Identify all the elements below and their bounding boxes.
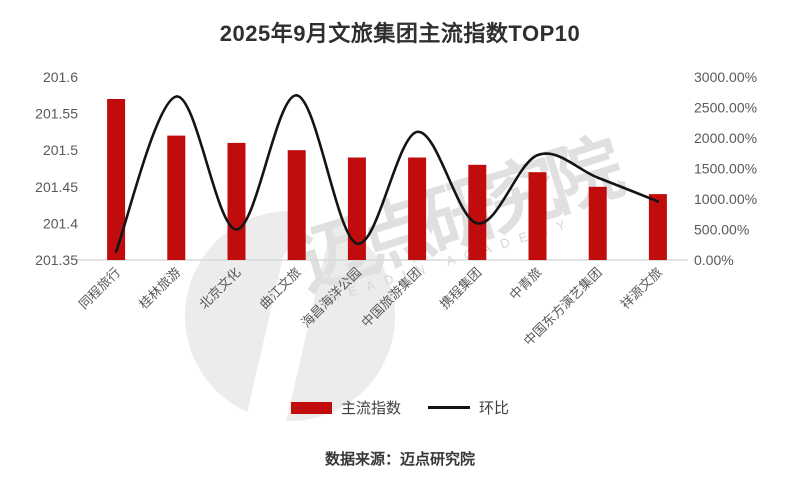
legend-line-swatch-icon <box>428 406 470 409</box>
legend-line-label: 环比 <box>479 400 510 417</box>
bar <box>107 99 126 260</box>
bar <box>468 164 487 260</box>
bar <box>227 142 246 260</box>
category-label: 中青旅 <box>506 265 544 303</box>
left-axis-tick-label: 201.35 <box>35 252 78 268</box>
chart-title: 2025年9月文旅集团主流指数TOP10 <box>219 21 581 46</box>
category-label: 桂林旅游 <box>136 265 183 312</box>
right-axis-tick-label: 2500.00% <box>694 100 757 116</box>
category-label: 同程旅行 <box>76 265 123 312</box>
bar <box>408 157 427 260</box>
line-series <box>114 94 660 253</box>
bar <box>287 150 306 260</box>
right-axis-tick-label: 2000.00% <box>694 130 757 146</box>
left-axis-tick-label: 201.6 <box>43 69 78 85</box>
watermark-logo-dot <box>263 231 289 257</box>
bar <box>347 157 366 260</box>
right-axis-tick-label: 1500.00% <box>694 161 757 177</box>
data-source: 数据来源：迈点研究院 <box>324 451 475 468</box>
legend-bar-swatch-icon <box>290 401 332 414</box>
watermark-logo-shape <box>247 206 333 426</box>
right-axis-tick-label: 3000.00% <box>694 69 757 85</box>
bar-series-group <box>107 99 667 260</box>
left-axis-tick-label: 201.45 <box>35 179 78 195</box>
category-label: 携程集团 <box>437 265 484 312</box>
right-axis-tick-label: 500.00% <box>694 222 749 238</box>
category-label: 祥源文旅 <box>618 265 665 312</box>
legend-bar-label: 主流指数 <box>340 400 401 417</box>
bar <box>588 186 607 260</box>
bar <box>167 135 186 260</box>
left-axis-tick-label: 201.4 <box>43 215 78 231</box>
right-axis-tick-label: 0.00% <box>694 252 734 268</box>
left-axis-tick-label: 201.5 <box>43 142 78 158</box>
bar <box>528 172 547 260</box>
legend: 主流指数 环比 <box>0 397 800 418</box>
right-axis-tick-label: 1000.00% <box>694 191 757 207</box>
axes-group: 201.6 201.55 201.5 201.45 201.4 201.35 3000.00… <box>35 69 757 268</box>
bar <box>648 194 667 260</box>
left-axis-tick-label: 201.55 <box>35 106 78 122</box>
